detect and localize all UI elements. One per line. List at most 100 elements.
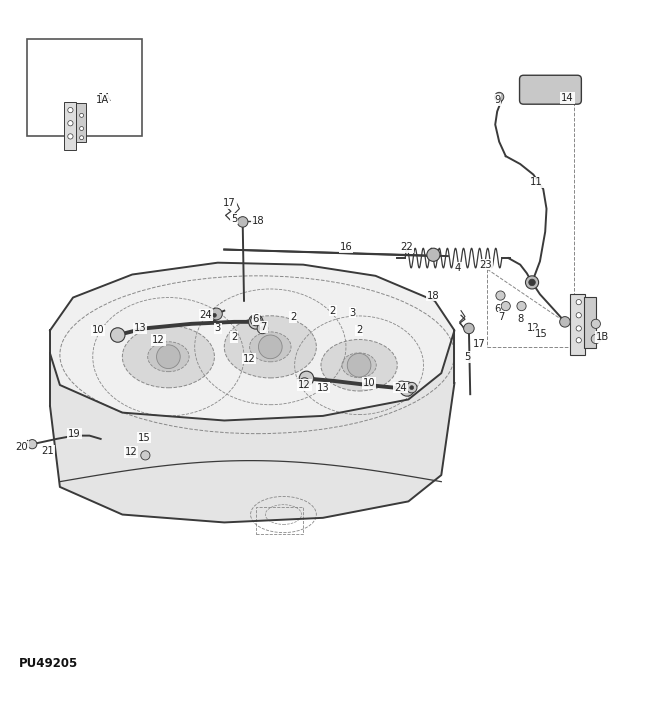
Text: 10: 10 [92, 325, 104, 336]
Text: 10: 10 [362, 378, 375, 388]
Circle shape [576, 326, 581, 331]
Circle shape [141, 451, 150, 460]
Text: 7: 7 [260, 322, 267, 332]
Text: 3: 3 [215, 323, 221, 333]
Text: 2: 2 [231, 332, 237, 342]
Text: 13: 13 [134, 323, 146, 333]
Ellipse shape [321, 340, 397, 391]
Text: 2: 2 [356, 325, 362, 336]
Circle shape [28, 440, 37, 449]
FancyBboxPatch shape [519, 76, 581, 104]
Circle shape [254, 318, 258, 323]
Polygon shape [50, 330, 455, 523]
FancyBboxPatch shape [570, 294, 585, 356]
Circle shape [400, 382, 415, 396]
Circle shape [257, 323, 268, 333]
Text: 11: 11 [530, 177, 543, 187]
Text: 1B: 1B [596, 332, 609, 342]
Text: 18: 18 [252, 215, 265, 225]
Text: 22: 22 [401, 242, 413, 252]
Text: 19: 19 [68, 428, 80, 438]
Circle shape [407, 382, 417, 393]
Circle shape [559, 317, 570, 327]
Circle shape [127, 447, 136, 456]
Text: 23: 23 [480, 260, 492, 270]
Text: 16: 16 [339, 242, 353, 252]
Text: 17: 17 [473, 338, 486, 348]
Circle shape [212, 313, 216, 318]
Ellipse shape [224, 316, 316, 378]
Ellipse shape [342, 353, 376, 378]
Text: 1A: 1A [98, 94, 111, 103]
Text: PU49205: PU49205 [19, 657, 78, 670]
FancyBboxPatch shape [76, 103, 86, 143]
Text: 12: 12 [243, 354, 256, 364]
Circle shape [576, 338, 581, 343]
Circle shape [260, 326, 264, 330]
Circle shape [68, 134, 73, 139]
Circle shape [299, 378, 310, 388]
Bar [256, 508, 303, 534]
Text: 5: 5 [231, 214, 237, 224]
Text: 12: 12 [125, 447, 137, 457]
Text: 1A: 1A [96, 95, 109, 105]
Bar [27, 39, 142, 136]
Text: 9: 9 [494, 95, 500, 105]
FancyBboxPatch shape [584, 297, 596, 348]
Text: 12: 12 [298, 380, 311, 390]
Circle shape [80, 113, 84, 117]
Circle shape [68, 121, 73, 126]
Circle shape [576, 300, 581, 305]
Circle shape [209, 310, 219, 320]
Circle shape [68, 107, 73, 113]
Text: 24: 24 [200, 310, 212, 320]
Circle shape [250, 315, 261, 326]
Circle shape [529, 279, 535, 286]
Circle shape [302, 381, 306, 385]
Ellipse shape [148, 342, 189, 372]
Text: 3: 3 [349, 307, 356, 318]
Text: 24: 24 [394, 382, 407, 392]
Circle shape [157, 345, 180, 369]
Circle shape [80, 136, 84, 140]
Circle shape [464, 323, 474, 333]
Circle shape [496, 291, 505, 300]
Circle shape [397, 381, 407, 392]
Ellipse shape [123, 325, 214, 388]
Text: 12: 12 [152, 336, 165, 346]
Circle shape [400, 384, 404, 388]
Text: 13: 13 [316, 382, 330, 392]
Circle shape [494, 92, 503, 102]
Circle shape [80, 127, 84, 130]
Ellipse shape [250, 332, 291, 362]
Text: 21: 21 [42, 446, 55, 456]
Text: 2: 2 [290, 312, 297, 323]
Text: 6: 6 [494, 304, 500, 314]
Text: 18: 18 [427, 291, 440, 300]
Text: 12: 12 [527, 323, 540, 333]
Text: 4: 4 [455, 263, 461, 273]
Circle shape [258, 335, 282, 359]
Text: 15: 15 [138, 433, 150, 443]
Circle shape [517, 302, 526, 310]
Text: 5: 5 [465, 351, 471, 361]
Circle shape [347, 354, 371, 377]
Circle shape [299, 372, 314, 386]
Text: 8: 8 [517, 314, 523, 324]
Text: 17: 17 [223, 199, 236, 209]
Circle shape [525, 276, 538, 289]
Text: 14: 14 [561, 94, 574, 103]
FancyBboxPatch shape [65, 102, 76, 150]
Circle shape [591, 334, 600, 343]
Circle shape [248, 315, 263, 329]
Text: 15: 15 [535, 329, 548, 338]
Circle shape [210, 308, 222, 320]
Polygon shape [50, 263, 455, 420]
Text: 20: 20 [15, 442, 28, 452]
Text: 6: 6 [252, 314, 259, 324]
Circle shape [410, 386, 414, 390]
Circle shape [427, 248, 440, 261]
Text: 2: 2 [330, 306, 336, 315]
Text: 7: 7 [499, 312, 505, 323]
Circle shape [591, 319, 600, 328]
